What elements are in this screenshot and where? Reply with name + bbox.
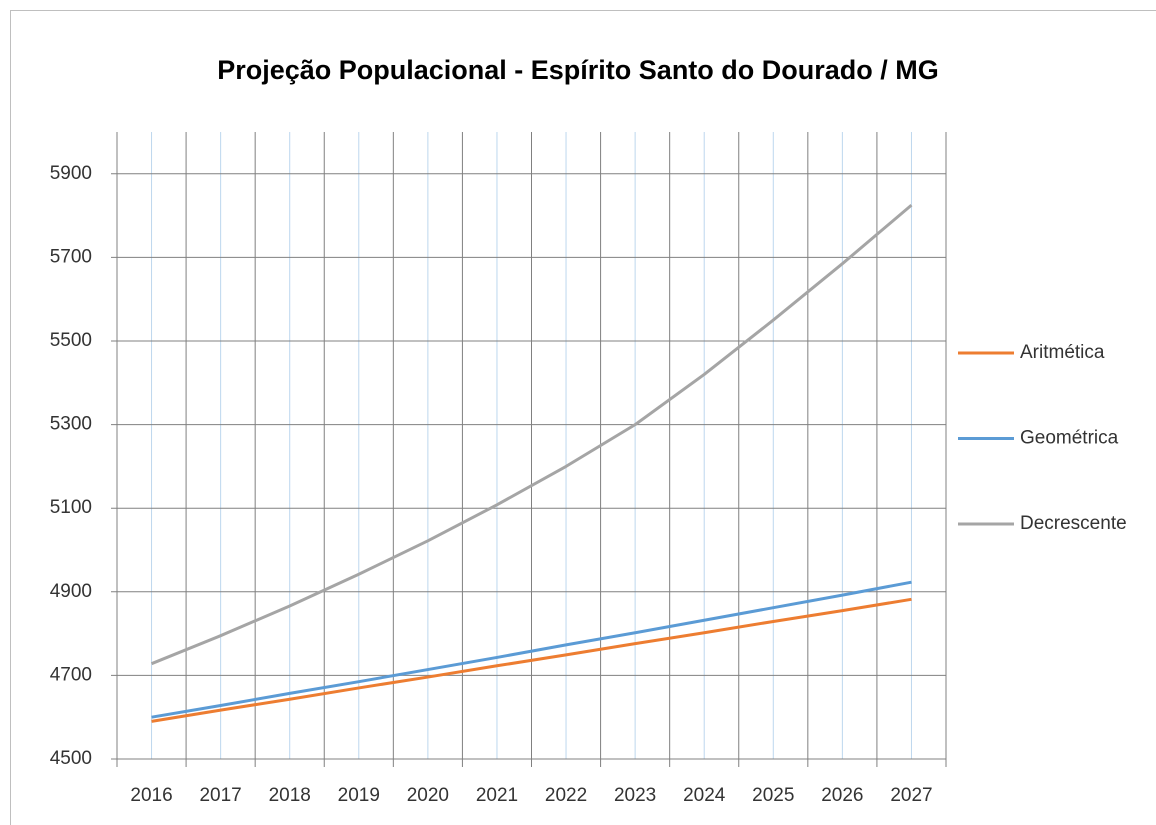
x-tick-label: 2019 xyxy=(338,785,380,806)
x-tick-label: 2022 xyxy=(545,785,587,806)
y-tick-label: 5500 xyxy=(50,330,92,351)
x-tick-label: 2025 xyxy=(752,785,794,806)
x-tick-label: 2016 xyxy=(130,785,172,806)
y-tick-label: 4900 xyxy=(50,581,92,602)
chart-title: Projeção Populacional - Espírito Santo d… xyxy=(217,55,939,85)
x-tick-label: 2021 xyxy=(476,785,518,806)
series-line xyxy=(151,580,912,719)
series-line xyxy=(151,597,912,723)
x-tick-label: 2023 xyxy=(614,785,656,806)
chart-border xyxy=(10,10,1156,825)
y-tick-label: 4700 xyxy=(50,664,92,685)
y-tick-label: 5300 xyxy=(50,414,92,435)
y-tick-label: 4500 xyxy=(50,748,92,769)
y-tick-label: 5900 xyxy=(50,163,92,184)
series-line xyxy=(150,204,913,666)
x-tick-label: 2018 xyxy=(269,785,311,806)
x-tick-label: 2026 xyxy=(821,785,863,806)
x-tick-label: 2017 xyxy=(199,785,241,806)
legend-label: Geométrica xyxy=(1020,428,1119,449)
x-tick-label: 2020 xyxy=(407,785,449,806)
y-tick-label: 5700 xyxy=(50,246,92,267)
legend-label: Aritmética xyxy=(1020,342,1105,363)
legend-label: Decrescente xyxy=(1020,513,1127,534)
x-tick-label: 2024 xyxy=(683,785,726,806)
x-tick-label: 2027 xyxy=(890,785,932,806)
y-tick-label: 5100 xyxy=(50,497,92,518)
